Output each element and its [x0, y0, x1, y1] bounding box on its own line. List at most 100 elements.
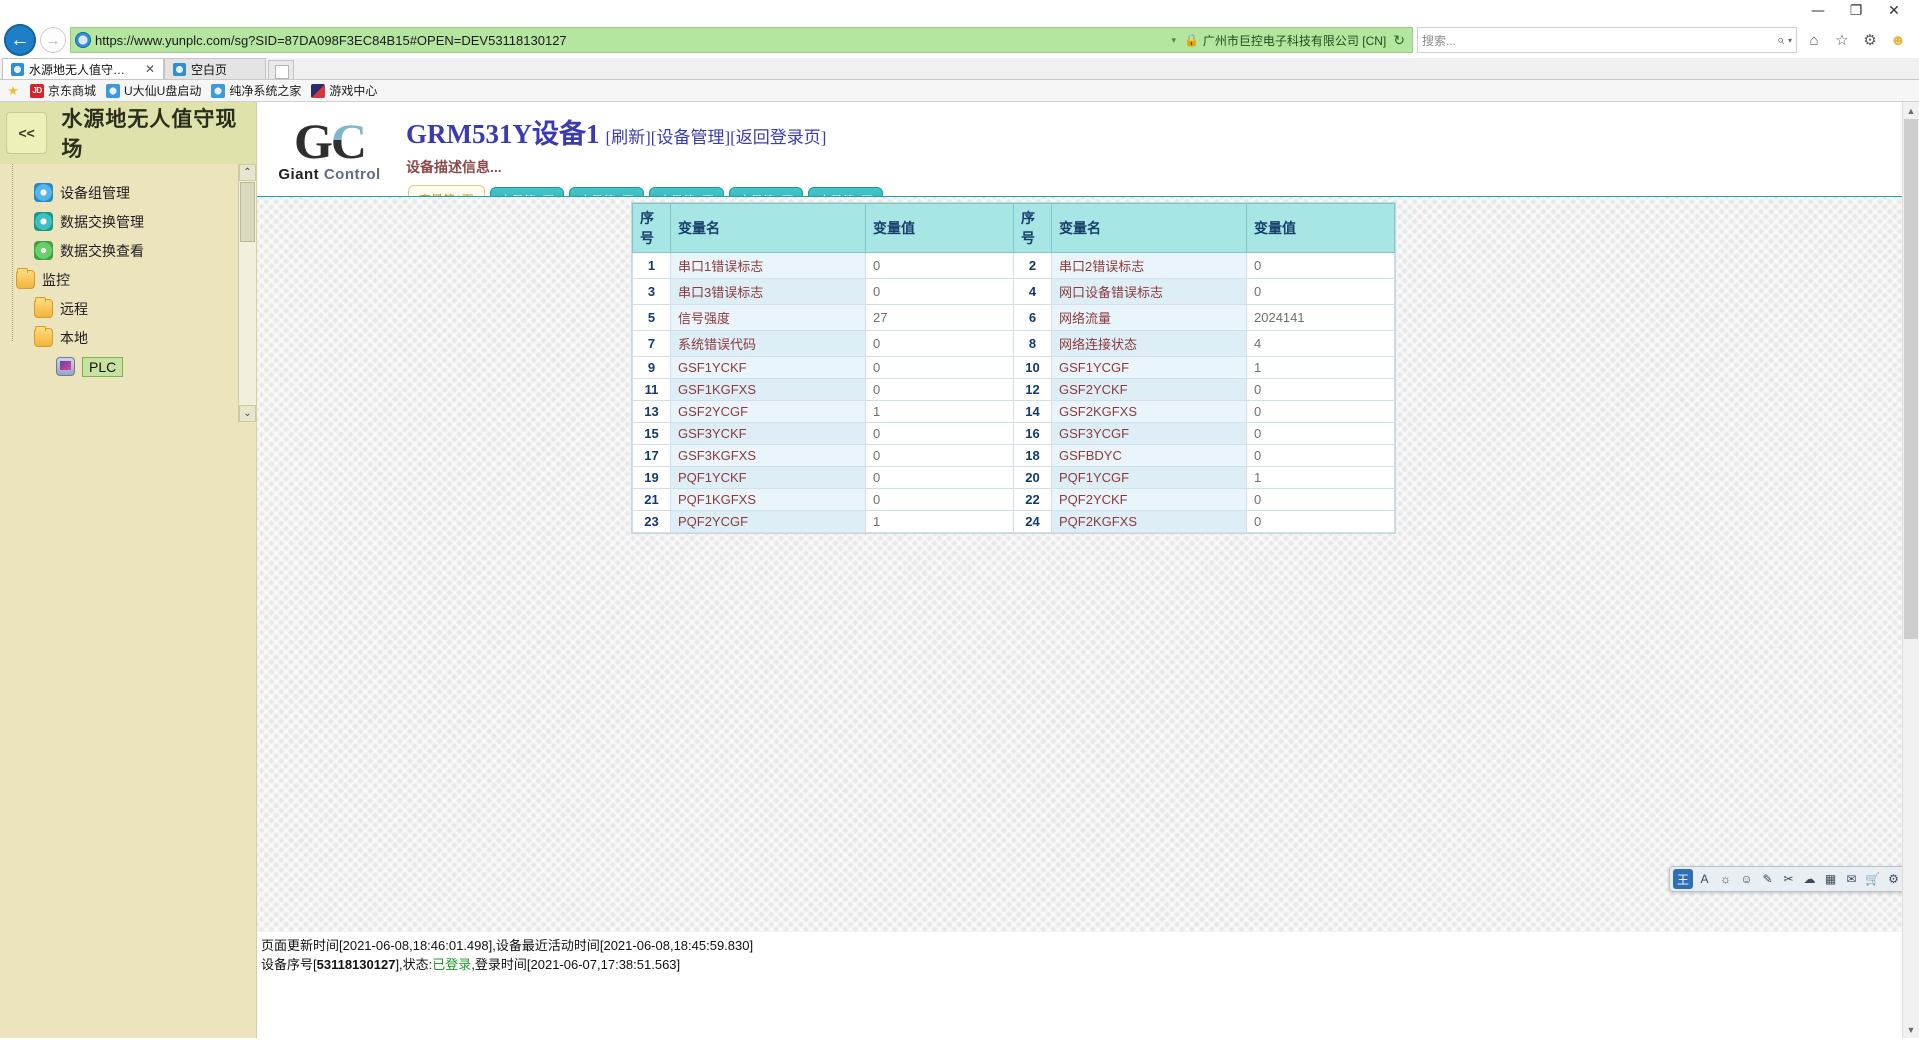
- close-tab-icon[interactable]: ✕: [144, 62, 155, 76]
- table-cell-name: 网络流量: [1051, 304, 1247, 331]
- logo-initials: GC: [257, 116, 402, 166]
- scrollbar-thumb[interactable]: [240, 182, 255, 242]
- ime-settings-icon[interactable]: ⚙: [1888, 872, 1899, 886]
- back-button-icon[interactable]: ←: [4, 24, 36, 56]
- browser-tab-label: 空白页: [191, 62, 228, 77]
- table-cell-val: 0: [865, 466, 1014, 489]
- sidebar-collapse-button[interactable]: <<: [6, 112, 48, 154]
- chevron-down-icon[interactable]: ▾: [1171, 34, 1176, 45]
- page-scrollbar[interactable]: ▲ ▼: [1902, 102, 1919, 1038]
- search-box[interactable]: 搜索... ⌕ ▾: [1417, 27, 1797, 53]
- search-input[interactable]: 搜索...: [1422, 33, 1457, 48]
- scroll-up-icon[interactable]: ⌃: [239, 164, 256, 181]
- ime-brightness-icon[interactable]: ☼: [1720, 872, 1731, 886]
- ime-emoji-icon[interactable]: ☺: [1740, 872, 1753, 886]
- search-icon[interactable]: ⌕: [1776, 32, 1784, 47]
- table-header-row: 序号 变量名 变量值 序号 变量名 变量值: [632, 203, 1395, 253]
- maximize-icon[interactable]: ❐: [1849, 3, 1863, 19]
- status-serial-prefix: 设备序号[: [261, 957, 317, 972]
- table-row: 3 串口3错误标志 0 4 网口设备错误标志 0: [632, 278, 1395, 305]
- page-scroll-up-icon[interactable]: ▲: [1903, 102, 1919, 119]
- sidebar-item-local[interactable]: 本地: [16, 323, 256, 352]
- sidebar-item-label: PLC: [82, 356, 124, 377]
- browser-tab-strip: 水源地无人值守现场 ✕ 空白页: [0, 58, 1919, 80]
- home-icon[interactable]: ⌂: [1809, 31, 1819, 49]
- table-cell-name: PQF1YCKF: [670, 466, 866, 489]
- sidebar-item-label: 设备组管理: [60, 184, 130, 201]
- bookmark-item-game[interactable]: 游戏中心: [311, 82, 377, 99]
- table-cell-val: 0: [1246, 378, 1395, 401]
- user-icon[interactable]: ☻: [1890, 31, 1906, 49]
- sidebar-item-data-exchange-view[interactable]: 数据交换查看: [16, 236, 256, 265]
- refresh-icon[interactable]: ↻: [1393, 31, 1405, 48]
- col-index-left: 序号: [632, 203, 671, 253]
- table-cell-val: 1: [865, 510, 1014, 533]
- browser-chrome: — ❐ ✕ ← → https://www.yunplc.com/sg?SID=…: [0, 0, 1919, 102]
- table-cell-name: 串口1错误标志: [670, 252, 866, 279]
- header-action-links[interactable]: [刷新][设备管理][返回登录页]: [605, 128, 827, 147]
- ime-cart-icon[interactable]: 🛒: [1865, 872, 1880, 886]
- sidebar-title: 水源地无人值守现场: [61, 108, 238, 161]
- sidebar: << 水源地无人值守现场 设备组管理 数据交换管理 数据交换查看 监控: [0, 102, 257, 1038]
- table-cell-val: 0: [865, 488, 1014, 511]
- bookmark-item-chunjing[interactable]: 纯净系统之家: [211, 82, 301, 99]
- lock-icon: 🔒: [1183, 33, 1199, 47]
- status-state-prefix: ],状态:: [395, 957, 433, 972]
- ime-pen-icon[interactable]: ✎: [1762, 872, 1773, 886]
- col-value-left: 变量值: [865, 203, 1014, 253]
- sidebar-item-device-group[interactable]: 设备组管理: [16, 178, 256, 207]
- browser-tab-0[interactable]: 水源地无人值守现场 ✕: [2, 58, 164, 79]
- sidebar-item-monitoring[interactable]: 监控: [16, 265, 256, 294]
- table-cell-val: 0: [1246, 400, 1395, 423]
- bookmark-label: 京东商城: [48, 84, 97, 98]
- close-icon[interactable]: ✕: [1888, 3, 1900, 19]
- site-identity-label: 广州市巨控电子科技有限公司 [CN]: [1202, 33, 1387, 48]
- table-cell-idx: 15: [632, 422, 671, 445]
- address-bar[interactable]: https://www.yunplc.com/sg?SID=87DA098F3E…: [70, 27, 1413, 53]
- table-cell-name: 信号强度: [670, 304, 866, 331]
- table-cell-idx: 19: [632, 466, 671, 489]
- bookmark-item-udaxian[interactable]: U大仙U盘启动: [106, 82, 201, 99]
- sidebar-item-remote[interactable]: 远程: [16, 294, 256, 323]
- sidebar-scrollbar[interactable]: ⌃ ⌄: [238, 164, 256, 422]
- table-cell-val: 0: [865, 252, 1014, 279]
- table-cell-val: 2024141: [1246, 304, 1395, 331]
- scroll-down-icon[interactable]: ⌄: [239, 405, 256, 422]
- table-row: 23 PQF2YCGF 1 24 PQF2KGFXS 0: [632, 510, 1395, 533]
- new-tab-button[interactable]: [268, 60, 294, 79]
- minimize-icon[interactable]: —: [1811, 3, 1825, 19]
- ime-toolbar: 王 A ☼ ☺ ✎ ✂ ☁ ▦ ✉ 🛒 ⚙: [1669, 866, 1907, 892]
- bookmark-item-jd[interactable]: JD 京东商城: [30, 82, 96, 99]
- ime-letter-mode-icon[interactable]: A: [1700, 872, 1709, 886]
- table-cell-name: 系统错误代码: [670, 330, 866, 357]
- header-title-line: GRM531Y设备1 [刷新][设备管理][返回登录页]: [406, 112, 1919, 151]
- tab-favicon-icon: [11, 62, 24, 76]
- page-scrollbar-thumb[interactable]: [1904, 119, 1918, 639]
- ime-scissors-icon[interactable]: ✂: [1783, 872, 1794, 886]
- table-row: 19 PQF1YCKF 0 20 PQF1YCGF 1: [632, 466, 1395, 489]
- page-scroll-down-icon[interactable]: ▼: [1903, 1021, 1919, 1038]
- table-cell-name: 串口3错误标志: [670, 278, 866, 305]
- sidebar-item-label: 数据交换查看: [60, 242, 144, 259]
- chevron-down-icon[interactable]: ▾: [1787, 35, 1792, 45]
- ime-cloud-icon[interactable]: ☁: [1803, 872, 1816, 886]
- bookmark-favorites[interactable]: ★: [6, 84, 20, 98]
- forward-button-icon[interactable]: →: [40, 27, 66, 53]
- table-row: 5 信号强度 27 6 网络流量 2024141: [632, 304, 1395, 331]
- plc-icon: [56, 357, 75, 376]
- sidebar-item-data-exchange-manage[interactable]: 数据交换管理: [16, 207, 256, 236]
- bookmark-label: U大仙U盘启动: [124, 84, 202, 98]
- settings-icon[interactable]: ⚙: [1863, 32, 1877, 49]
- favorites-icon[interactable]: ☆: [1835, 32, 1849, 49]
- ime-keyboard-icon[interactable]: ▦: [1824, 872, 1837, 886]
- ime-mail-icon[interactable]: ✉: [1846, 872, 1857, 886]
- workspace-canvas: 序号 变量名 变量值 序号 变量名 变量值 1 串口1错误标志 0 2 串口2错误标志 0…: [257, 196, 1919, 932]
- table-cell-name: GSF3KGFXS: [670, 444, 866, 467]
- browser-tab-1[interactable]: 空白页: [164, 58, 266, 79]
- ime-logo-icon[interactable]: 王: [1673, 869, 1693, 889]
- bookmark-label: 游戏中心: [329, 84, 378, 98]
- table-cell-idx: 6: [1013, 304, 1052, 331]
- sidebar-header: << 水源地无人值守现场: [0, 102, 256, 164]
- table-cell-name: GSF3YCKF: [670, 422, 866, 445]
- sidebar-item-plc[interactable]: PLC: [16, 352, 256, 381]
